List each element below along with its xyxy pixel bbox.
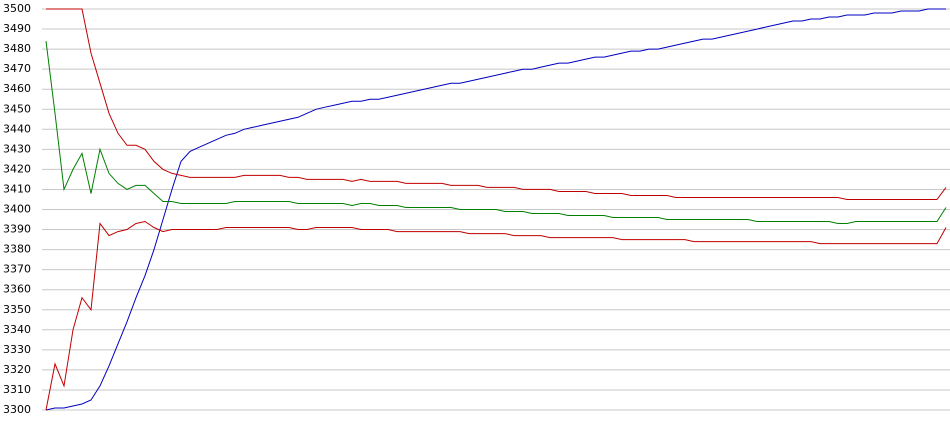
y-tick-label: 3460 [3, 82, 31, 95]
y-tick-label: 3490 [3, 22, 31, 35]
y-tick-label: 3330 [3, 343, 31, 356]
y-tick-label: 3370 [3, 263, 31, 276]
y-tick-label: 3400 [3, 203, 31, 216]
y-tick-label: 3500 [3, 2, 31, 15]
y-tick-label: 3380 [3, 243, 31, 256]
series-line [45, 220, 947, 411]
y-tick-label: 3420 [3, 162, 31, 175]
y-tick-label: 3320 [3, 363, 31, 376]
series-line [46, 8, 947, 200]
y-tick-label: 3310 [3, 383, 31, 396]
y-tick-label: 3480 [3, 42, 31, 55]
series-line [45, 8, 946, 411]
y-tick-label: 3390 [3, 223, 31, 236]
y-tick-label: 3470 [3, 62, 31, 75]
y-tick-label: 3300 [3, 403, 31, 416]
y-tick-label: 3350 [3, 303, 31, 316]
y-tick-label: 3340 [3, 323, 31, 336]
y-tick-label: 3410 [3, 182, 31, 195]
series-line [45, 41, 947, 224]
y-tick-label: 3440 [3, 122, 31, 135]
y-tick-label: 3360 [3, 283, 31, 296]
y-tick-label: 3450 [3, 102, 31, 115]
y-tick-label: 3430 [3, 142, 31, 155]
